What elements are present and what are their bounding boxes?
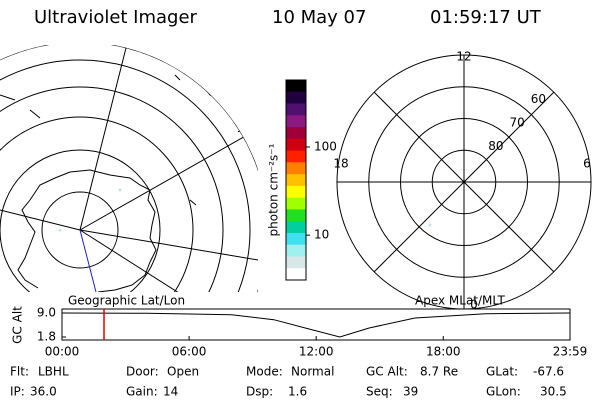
color-step [286,91,306,105]
color-step [286,115,306,128]
info-value: Open [167,365,199,379]
info-label: Flt: [10,365,29,379]
altitude-line [61,312,571,338]
color-step [286,268,306,281]
info-value: -67.6 [533,365,564,379]
y-tick-label: 9.0 [37,306,56,320]
color-step [286,80,306,93]
date: 10 May 07 [272,7,366,28]
color-step [286,162,306,175]
color-step [286,174,306,187]
y-axis-label: GC Alt [11,306,25,344]
info-label: Door: [126,365,159,379]
mlt-label: 6 [583,157,591,171]
info-label: GLat: [486,365,518,379]
y-tick-label: 1.8 [37,330,56,344]
color-step [286,221,306,234]
info-value: 30.5 [540,385,567,399]
info-value: 14 [163,385,178,399]
color-step [286,103,306,116]
info-label: Mode: [246,365,283,379]
color-step [286,127,306,140]
lat-ring [400,118,528,246]
info-label: GLon: [486,385,521,399]
colorbar-frame [285,79,307,281]
color-step [286,185,306,199]
color-step [286,209,306,222]
color-step [286,138,306,152]
polar-plot: 80 70 60 0 6 12 18 [333,50,592,312]
x-tick-label: 23:59 [553,345,588,359]
color-step [286,150,306,163]
mlt-label: 0 [470,298,478,312]
x-tick-label: 00:00 [45,345,80,359]
geo-map [0,45,258,292]
info-label: Gain: [126,385,158,399]
info-value: 8.7 Re [420,365,458,379]
info-value: 39 [403,385,418,399]
lat-label: 80 [488,139,503,153]
info-label: IP: [10,385,25,399]
info-value: 36.0 [30,385,57,399]
color-step [286,232,306,246]
info-value: LBHL [38,365,69,379]
colorbar-tick-label: 10 [314,228,329,242]
color-step [286,197,306,210]
colorbar-tick-label: 100 [314,139,337,153]
map-label: Apex MLat/MLT [415,294,505,308]
lat-label: 70 [510,115,525,129]
info-label: GC Alt: [366,365,408,379]
info-value: 1.6 [288,385,307,399]
color-step [286,256,306,269]
x-tick-label: 18:00 [426,345,461,359]
info-label: Seq: [366,385,393,399]
info-label: Dsp: [246,385,273,399]
color-step [286,244,306,257]
lat-label: 60 [531,92,546,106]
lat-ring [368,86,560,278]
mlt-label: 18 [333,157,348,171]
map-label: Geographic Lat/Lon [68,294,185,308]
colorbar: 10 100 [285,79,337,281]
colorbar-label: photon cm⁻²s⁻¹ [267,143,281,236]
title: Ultraviolet Imager [34,7,198,28]
x-tick-label: 06:00 [172,345,207,359]
time: 01:59:17 UT [430,7,542,28]
lat-ring [431,149,497,215]
mlt-label: 12 [456,50,471,64]
info-value: Normal [291,365,334,379]
x-tick-label: 12:00 [299,345,334,359]
